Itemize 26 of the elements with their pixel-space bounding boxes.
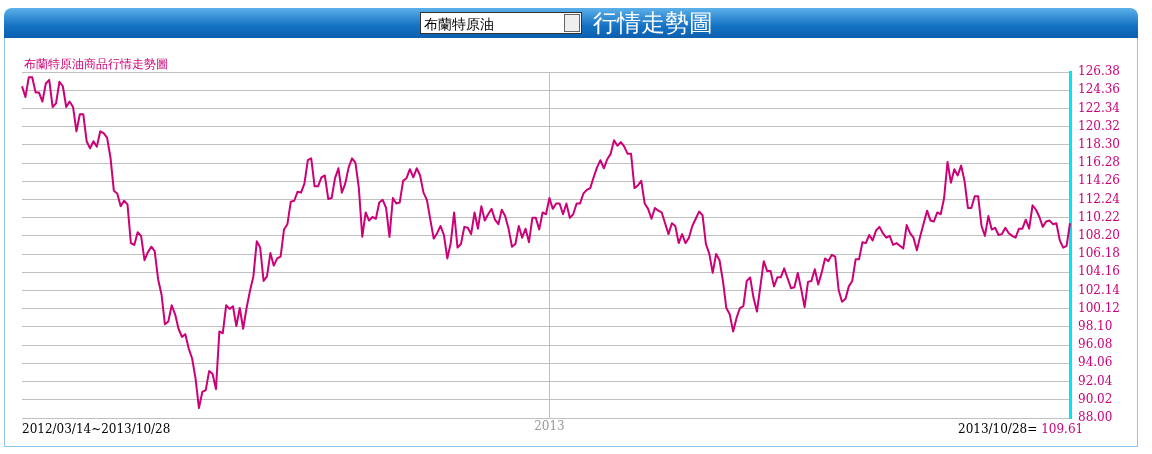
y-tick-label: 126.38 bbox=[1078, 64, 1120, 79]
text: 2012/03/14~2013/10/28 bbox=[22, 422, 171, 436]
y-tick-label: 108.20 bbox=[1078, 228, 1120, 243]
y-tick-label: 116.28 bbox=[1078, 155, 1120, 170]
text: 109.61 bbox=[1041, 422, 1084, 436]
y-tick-label: 106.18 bbox=[1078, 246, 1120, 261]
chart-title: 布蘭特原油商品行情走勢圖 bbox=[24, 56, 168, 73]
y-tick-label: 100.12 bbox=[1078, 300, 1120, 315]
y-tick-label: 102.14 bbox=[1078, 282, 1121, 297]
y-tick-label: 120.32 bbox=[1078, 118, 1120, 133]
y-tick-label: 110.22 bbox=[1078, 209, 1120, 224]
y-tick-label: 92.04 bbox=[1078, 373, 1113, 388]
x-tick-label: 2013 bbox=[534, 419, 565, 434]
y-tick-label: 94.06 bbox=[1078, 355, 1113, 370]
y-tick-label: 104.16 bbox=[1078, 264, 1120, 279]
text: 布蘭特原油 bbox=[424, 16, 494, 32]
text: 2013/10/28= bbox=[958, 422, 1038, 436]
chart-subtitle: 行情走勢圖 bbox=[593, 8, 713, 38]
y-tick-label: 118.30 bbox=[1078, 136, 1120, 151]
y-tick-label: 90.02 bbox=[1078, 391, 1113, 406]
y-tick-label: 98.10 bbox=[1078, 319, 1113, 334]
y-tick-label: 114.26 bbox=[1078, 173, 1120, 188]
y-tick-label: 124.36 bbox=[1078, 82, 1120, 97]
y-tick-label: 96.08 bbox=[1078, 337, 1113, 352]
y-tick-label: 122.34 bbox=[1078, 100, 1121, 115]
y-tick-label: 112.24 bbox=[1078, 191, 1121, 206]
